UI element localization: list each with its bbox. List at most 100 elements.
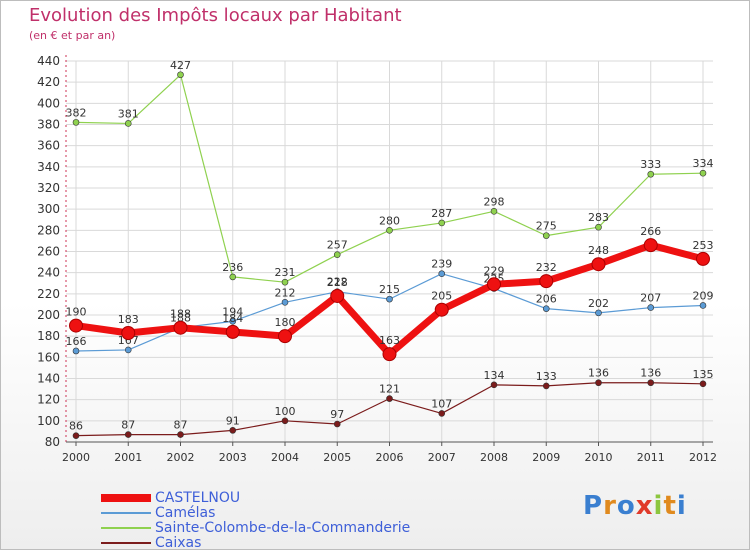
data-point — [490, 207, 498, 215]
y-tick-label: 120 — [37, 393, 60, 407]
data-point — [72, 432, 80, 439]
data-point — [595, 379, 602, 387]
data-label: 163 — [379, 334, 400, 347]
logo-letter: i — [653, 491, 664, 521]
y-tick-label: 360 — [37, 139, 60, 153]
x-tick-label: 2012 — [689, 451, 717, 464]
data-point — [229, 318, 237, 325]
legend-item: Sainte-Colombe-de-la-Commanderie — [101, 520, 411, 536]
legend-label: Camélas — [155, 505, 216, 521]
y-tick-label: 80 — [45, 435, 60, 449]
data-label: 183 — [118, 313, 139, 326]
y-tick-label: 380 — [37, 118, 60, 132]
data-point — [229, 427, 237, 434]
data-label: 298 — [484, 195, 505, 208]
legend-item: CASTELNOU — [101, 490, 240, 506]
data-label: 107 — [431, 397, 452, 410]
data-point — [72, 119, 80, 126]
data-point — [438, 270, 446, 278]
y-tick-label: 440 — [37, 54, 60, 68]
y-tick-label: 100 — [37, 414, 60, 428]
data-label: 283 — [588, 211, 609, 224]
y-tick-label: 300 — [37, 202, 60, 216]
data-point — [173, 320, 188, 335]
data-point — [281, 298, 289, 306]
chart-subtitle: (en € et par an) — [29, 29, 116, 42]
data-label: 133 — [536, 370, 557, 383]
data-point — [699, 169, 707, 177]
data-label: 136 — [640, 367, 661, 380]
data-point — [386, 227, 393, 234]
legend-label: Sainte-Colombe-de-la-Commanderie — [155, 520, 411, 536]
data-label: 212 — [275, 286, 296, 299]
logo-letter: P — [583, 491, 604, 521]
data-label: 280 — [379, 214, 400, 227]
data-label: 135 — [693, 368, 714, 381]
x-tick-label: 2004 — [271, 451, 299, 464]
data-point — [699, 380, 707, 388]
data-point — [438, 410, 446, 417]
x-tick-label: 2009 — [532, 451, 560, 464]
logo-letter: r — [603, 491, 617, 521]
x-tick-label: 2010 — [585, 451, 613, 464]
data-point — [281, 417, 289, 425]
data-point — [696, 251, 710, 266]
logo-letter: i — [676, 491, 687, 521]
data-label: 184 — [222, 312, 243, 325]
data-label: 334 — [693, 157, 714, 170]
x-tick-label: 2007 — [428, 451, 456, 464]
data-point — [382, 347, 397, 362]
data-point — [386, 395, 393, 402]
data-label: 218 — [327, 276, 348, 289]
data-label: 239 — [431, 258, 452, 271]
data-point — [542, 305, 550, 312]
data-label: 215 — [379, 283, 400, 296]
data-point — [225, 324, 240, 339]
data-label: 287 — [431, 207, 452, 220]
data-label: 100 — [275, 405, 296, 418]
data-label: 333 — [640, 158, 661, 171]
data-label: 188 — [170, 312, 191, 325]
data-point — [490, 381, 498, 389]
logo-letter: o — [616, 491, 636, 521]
data-point — [595, 309, 602, 317]
data-point — [124, 431, 132, 438]
data-point — [72, 347, 80, 355]
data-label: 86 — [69, 420, 83, 433]
data-label: 87 — [174, 419, 188, 432]
data-label: 222 — [327, 276, 348, 289]
data-label: 188 — [170, 308, 191, 321]
data-label: 382 — [66, 106, 87, 119]
data-label: 205 — [431, 290, 452, 303]
x-tick-label: 2008 — [480, 451, 508, 464]
data-point — [542, 232, 550, 239]
y-tick-label: 200 — [37, 308, 60, 322]
data-label: 229 — [484, 264, 505, 277]
data-label: 257 — [327, 239, 348, 252]
logo-letter: t — [663, 491, 677, 521]
data-point — [333, 420, 341, 428]
chart-title: Evolution des Impôts locaux par Habitant — [29, 5, 402, 26]
y-tick-label: 160 — [37, 350, 60, 364]
proxiti-logo: Proxiti — [583, 491, 687, 521]
y-tick-label: 240 — [37, 266, 60, 280]
data-point — [121, 325, 136, 340]
data-label: 166 — [66, 335, 87, 348]
data-label: 134 — [484, 369, 505, 382]
data-point — [434, 302, 449, 317]
data-point — [699, 302, 707, 309]
data-point — [124, 346, 132, 354]
data-label: 248 — [588, 244, 609, 257]
data-label: 232 — [536, 261, 557, 274]
data-label: 194 — [222, 305, 243, 318]
legend-swatch — [101, 494, 151, 502]
data-label: 236 — [222, 261, 243, 274]
legend-item: Caixas — [101, 535, 201, 551]
data-label: 206 — [536, 293, 557, 306]
data-point — [647, 170, 655, 178]
data-point — [330, 288, 345, 303]
data-point — [542, 382, 550, 390]
data-point — [278, 329, 292, 344]
